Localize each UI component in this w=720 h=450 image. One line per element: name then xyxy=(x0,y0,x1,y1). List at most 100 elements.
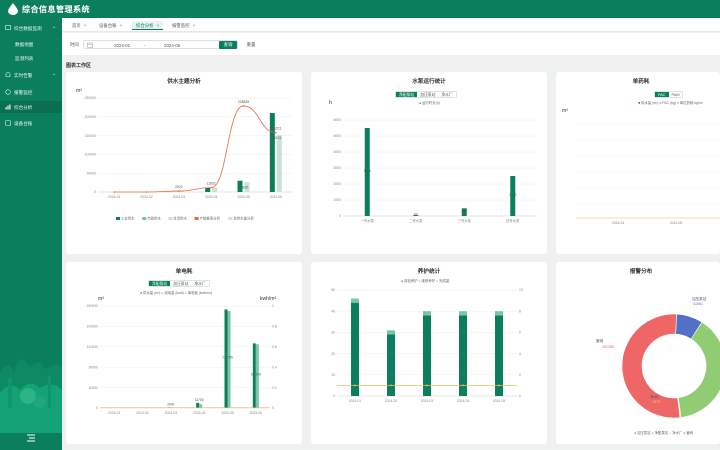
line-point xyxy=(210,186,212,189)
pie-label: 加压泵站 xyxy=(692,296,707,301)
data-label: 481 xyxy=(462,209,468,213)
data-label: 11652 xyxy=(207,182,216,186)
chart-title: 养护统计 xyxy=(417,269,441,275)
x-tick-label: 三号水泵 xyxy=(457,218,471,223)
y-tick-label: 4000 xyxy=(333,150,341,154)
top-bar: 综合信息管理系统 xyxy=(0,0,720,18)
end-date[interactable]: 2024-06 xyxy=(164,43,181,48)
line-point xyxy=(498,384,500,387)
drop-logo-icon xyxy=(8,3,18,15)
legend-item: 总供水量分析 xyxy=(233,216,254,221)
tab-home[interactable]: 首页 × xyxy=(72,23,87,28)
pie-label: 管网 xyxy=(596,338,604,343)
sidebar-item-alarm-monitor[interactable]: 报警监控 xyxy=(0,86,62,98)
start-date[interactable]: 2024-01 xyxy=(114,43,131,48)
segment-tab[interactable]: PAM xyxy=(671,93,680,98)
chem-chart: 2024-04 2024-05 xyxy=(576,123,720,225)
y-unit-right: kwh/m³ xyxy=(260,296,277,302)
bar-inspection xyxy=(423,315,431,396)
y-tick-label-right: 0.4 xyxy=(272,365,277,369)
close-icon[interactable]: × xyxy=(192,23,196,28)
sidebar-item-monitoring[interactable]: 综合数据监测 ⌄ xyxy=(0,22,62,34)
close-icon[interactable]: × xyxy=(119,23,123,28)
data-label: 158121 xyxy=(270,136,281,140)
pump-segment-control[interactable]: 净配泵站 加压泵站 净水厂 xyxy=(395,91,457,98)
segment-tab[interactable]: 加压泵站 xyxy=(420,93,436,98)
close-icon[interactable]: × xyxy=(83,23,87,28)
reset-button[interactable]: 重置 xyxy=(246,42,256,47)
data-label: 2539 xyxy=(509,193,516,197)
y-tick-label: 0 xyxy=(339,214,341,218)
section-title: 图表工作区 xyxy=(66,63,92,69)
calendar-icon xyxy=(87,42,93,48)
alarm-chart-card: 报警分布 加压泵站 41061 净水厂 1573 管网 262388 ● 加压泵站 ● 净… xyxy=(556,262,720,444)
bar-repair xyxy=(351,298,359,303)
chem-segment-control[interactable]: PAC PAM xyxy=(654,91,684,98)
y-unit: m³ xyxy=(76,88,82,94)
x-tick-label: 2024-03 xyxy=(165,411,178,415)
x-tick-label: 2024-03 xyxy=(173,195,186,199)
x-tick-label: 2024-04 xyxy=(612,221,625,225)
x-tick-label: 四号水泵 xyxy=(506,218,520,223)
legend-item: 生活供水 xyxy=(173,216,187,221)
menu-collapse-icon[interactable] xyxy=(26,434,36,442)
line-point xyxy=(242,105,245,107)
bar-supply xyxy=(196,402,200,408)
segment-tab[interactable]: 净水厂 xyxy=(441,93,453,98)
x-tick-label: 2024-04 xyxy=(193,411,206,415)
x-tick-label: 2024-05 xyxy=(221,411,234,415)
segment-tab[interactable]: 净配泵站 xyxy=(396,92,418,97)
bar-run-hours xyxy=(461,208,467,216)
bar-power xyxy=(227,311,231,408)
segment-tab[interactable]: 加压泵站 xyxy=(173,282,189,287)
app-title: 综合信息管理系统 xyxy=(22,5,90,14)
bar-run-hours xyxy=(364,128,370,216)
tab-analysis[interactable]: 综合分析 × xyxy=(132,21,164,30)
query-button[interactable]: 查询 xyxy=(219,41,237,49)
sidebar-item-monitor-list[interactable]: 监测列表 xyxy=(15,55,34,61)
sidebar-item-analysis[interactable]: 综合分析 xyxy=(0,101,62,113)
date-range-picker[interactable]: 2024-01 - 2024-06 xyxy=(83,40,238,49)
bell-icon xyxy=(5,89,11,95)
legend-swatch xyxy=(142,217,147,220)
line-point xyxy=(390,384,392,387)
y-tick-label: 3000 xyxy=(333,166,341,170)
pump-chart-card: 水泵运行统计 净配泵站 加压泵站 净水厂 ● 运行时长(h) h 6000 500… xyxy=(311,72,547,254)
x-tick-label: 2024-04 xyxy=(205,195,218,199)
chart-title: 水泵运行统计 xyxy=(412,79,446,85)
line-point xyxy=(113,191,115,193)
segment-tab[interactable]: 净水厂 xyxy=(194,282,206,287)
legend-swatch xyxy=(228,217,233,220)
segment-tab[interactable]: PAC xyxy=(655,92,669,97)
line-point xyxy=(426,384,428,387)
y-tick-label-right: 8 xyxy=(519,309,521,313)
x-tick-label: 2024-02 xyxy=(140,195,153,199)
tab-alarm-monitor[interactable]: 报警监控 × xyxy=(172,23,196,28)
y-tick-label: 6000 xyxy=(333,118,341,122)
close-icon[interactable]: × xyxy=(156,23,160,28)
sidebar-item-alarm[interactable]: 实时告警 ⌄ xyxy=(0,69,62,81)
bell-icon xyxy=(5,72,11,77)
bar-power xyxy=(255,344,259,408)
x-tick-label: 2024-05 xyxy=(237,195,250,199)
sidebar-item-device-ledger[interactable]: 设备台账 xyxy=(0,117,62,129)
pie-slice xyxy=(677,321,720,418)
line-point xyxy=(354,384,356,387)
sidebar: 综合数据监测 ⌄ 数据地图 监测列表 实时告警 ⌄ 报警监控 综合分析 设备台账 xyxy=(0,18,62,450)
bar-inspection xyxy=(459,315,467,396)
tab-device-ledger[interactable]: 设备台账 × xyxy=(99,23,123,28)
bar-inspection xyxy=(351,302,359,396)
legend: ■ 供水量 (m³) ■ PAC (kg) ■ 单位药耗 kg/m³ xyxy=(638,101,703,105)
chart-icon xyxy=(5,104,11,110)
y-tick-label: 0 xyxy=(94,190,96,194)
pie-label: 262388 xyxy=(602,345,614,349)
x-tick-label: 2024-02 xyxy=(385,399,398,403)
supply-chart-card: 供水主题分析 m³ 250000 200000 150000 100000 50000 0… xyxy=(66,72,302,254)
power-segment-control[interactable]: 净配泵站 加压泵站 净水厂 xyxy=(148,280,210,287)
legend-item: 产销差率分析 xyxy=(200,216,221,221)
data-label: 11700 xyxy=(195,398,204,402)
sidebar-item-data-map[interactable]: 数据地图 xyxy=(15,41,34,47)
y-tick-label: 1000 xyxy=(333,198,341,202)
segment-tab[interactable]: 净配泵站 xyxy=(149,281,171,286)
